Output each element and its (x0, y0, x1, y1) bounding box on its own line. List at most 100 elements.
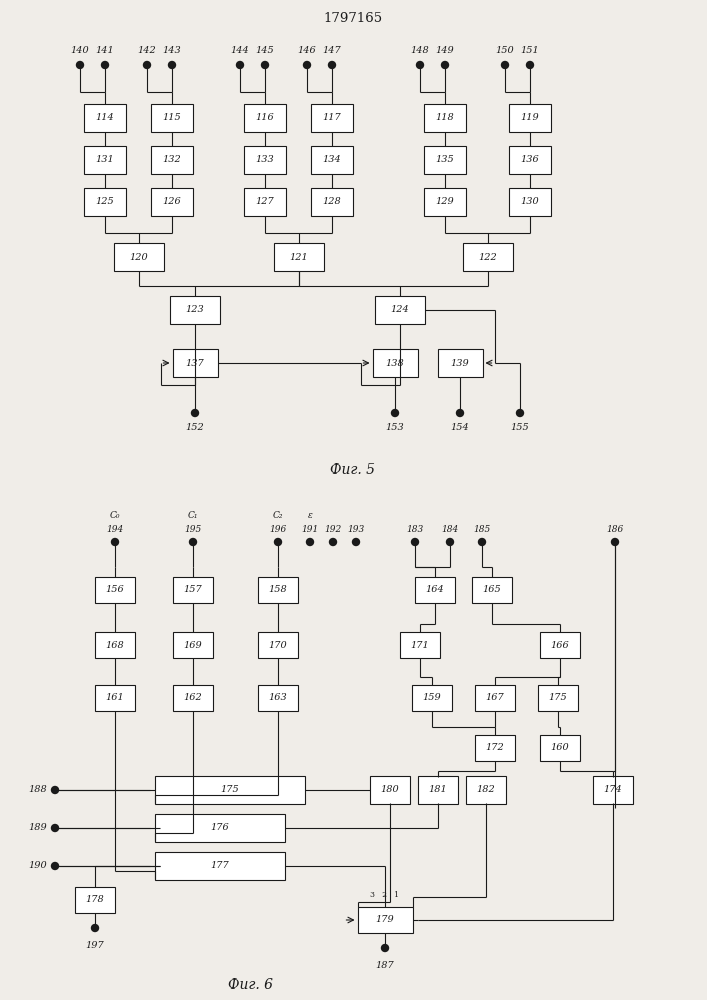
Text: Фиг. 6: Фиг. 6 (228, 978, 272, 992)
Text: 138: 138 (385, 359, 404, 367)
Bar (258, 632, 298, 658)
Text: 118: 118 (436, 113, 455, 122)
Circle shape (52, 862, 59, 869)
Text: 156: 156 (105, 585, 124, 594)
Text: 141: 141 (95, 46, 115, 55)
Circle shape (91, 924, 98, 932)
Text: 194: 194 (106, 525, 124, 534)
Text: 195: 195 (185, 525, 201, 534)
Circle shape (457, 410, 464, 416)
Text: 149: 149 (436, 46, 455, 55)
Bar (370, 776, 410, 804)
Bar (424, 104, 466, 132)
Bar (466, 776, 506, 804)
Circle shape (447, 538, 453, 546)
Circle shape (479, 538, 486, 546)
Text: 136: 136 (520, 155, 539, 164)
Text: 145: 145 (256, 46, 274, 55)
Bar (311, 146, 353, 174)
Bar (509, 104, 551, 132)
Text: 176: 176 (211, 824, 229, 832)
Bar (95, 632, 135, 658)
Text: 170: 170 (269, 641, 287, 650)
Bar (412, 685, 452, 711)
Bar (244, 104, 286, 132)
Text: 120: 120 (129, 252, 148, 261)
Text: 140: 140 (71, 46, 89, 55)
Bar (173, 685, 213, 711)
Circle shape (307, 538, 313, 546)
Text: 135: 135 (436, 155, 455, 164)
Text: 168: 168 (105, 641, 124, 650)
Text: 172: 172 (486, 744, 504, 752)
Bar (373, 349, 418, 377)
Text: 114: 114 (95, 113, 115, 122)
Text: 148: 148 (411, 46, 429, 55)
Text: 152: 152 (186, 423, 204, 432)
Bar (424, 188, 466, 216)
Text: 163: 163 (269, 694, 287, 702)
Text: 165: 165 (483, 585, 501, 594)
Circle shape (612, 538, 619, 546)
Text: 159: 159 (423, 694, 441, 702)
Text: 161: 161 (105, 694, 124, 702)
Bar (155, 776, 305, 804)
Text: 124: 124 (391, 306, 409, 314)
Bar (400, 632, 440, 658)
Bar (438, 349, 482, 377)
Bar (151, 146, 193, 174)
Bar (475, 685, 515, 711)
Bar (475, 735, 515, 761)
Circle shape (303, 62, 310, 68)
Circle shape (76, 62, 83, 68)
Circle shape (353, 538, 359, 546)
Bar (540, 632, 580, 658)
Text: 191: 191 (301, 525, 319, 534)
Circle shape (112, 538, 119, 546)
Bar (75, 887, 115, 913)
Text: 119: 119 (520, 113, 539, 122)
Text: 196: 196 (269, 525, 286, 534)
Circle shape (441, 62, 448, 68)
Text: 166: 166 (551, 641, 569, 650)
Text: 189: 189 (28, 824, 47, 832)
Text: 151: 151 (520, 46, 539, 55)
Text: 131: 131 (95, 155, 115, 164)
Text: 157: 157 (184, 585, 202, 594)
Text: 128: 128 (322, 198, 341, 207)
Text: 154: 154 (450, 423, 469, 432)
Text: 122: 122 (478, 252, 497, 261)
Circle shape (189, 538, 197, 546)
Circle shape (382, 944, 389, 952)
Circle shape (168, 62, 175, 68)
Circle shape (102, 62, 108, 68)
Text: 127: 127 (256, 198, 274, 207)
Bar (151, 188, 193, 216)
Bar (375, 296, 425, 324)
Bar (84, 104, 126, 132)
Circle shape (237, 62, 243, 68)
Circle shape (527, 62, 534, 68)
Bar (170, 296, 220, 324)
Text: 186: 186 (607, 525, 624, 534)
Text: 197: 197 (86, 941, 105, 950)
Text: 133: 133 (256, 155, 274, 164)
Bar (244, 188, 286, 216)
Text: 175: 175 (549, 694, 568, 702)
Text: 143: 143 (163, 46, 182, 55)
Text: 132: 132 (163, 155, 182, 164)
Bar (418, 776, 458, 804)
Bar (415, 577, 455, 603)
Circle shape (52, 824, 59, 832)
Circle shape (416, 62, 423, 68)
Text: 150: 150 (496, 46, 515, 55)
Bar (472, 577, 512, 603)
Bar (155, 852, 285, 880)
Text: 144: 144 (230, 46, 250, 55)
Bar (274, 243, 324, 271)
Circle shape (192, 410, 199, 416)
Bar (114, 243, 163, 271)
Bar (258, 577, 298, 603)
Text: 160: 160 (551, 744, 569, 752)
Bar (173, 349, 218, 377)
